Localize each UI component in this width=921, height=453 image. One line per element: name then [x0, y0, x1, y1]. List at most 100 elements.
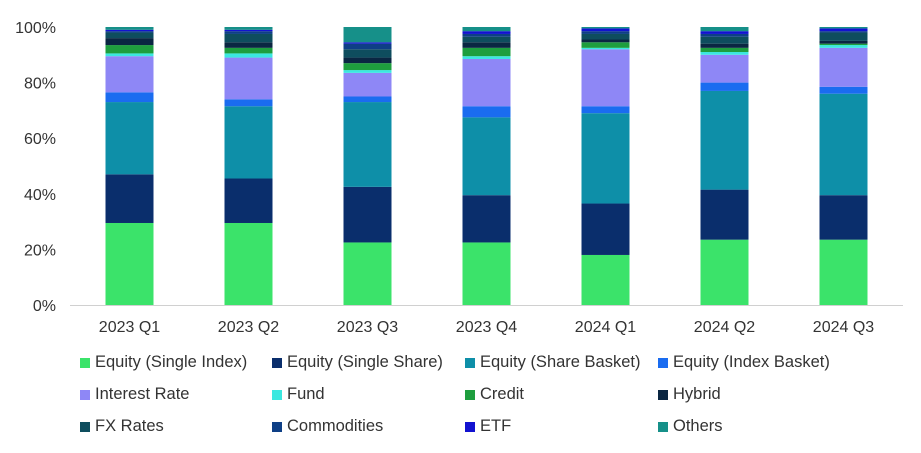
bar-segment — [343, 27, 392, 43]
legend-label: Others — [673, 417, 723, 435]
bar-segment — [819, 239, 868, 305]
bar-segment — [105, 29, 154, 32]
legend-item: Interest Rate — [80, 384, 272, 405]
bar-segment — [581, 106, 630, 114]
bar-segment — [224, 47, 273, 54]
bar-segment — [581, 27, 630, 29]
legend-item: Equity (Single Index) — [80, 352, 272, 373]
x-tick-label: 2023 Q2 — [218, 319, 279, 336]
legend-item: ETF — [465, 416, 658, 437]
bar-stacks — [105, 27, 868, 305]
legend-swatch — [272, 357, 282, 368]
legend-swatch — [272, 389, 282, 400]
legend-item: Equity (Single Share) — [272, 352, 465, 373]
bar-segment — [343, 186, 392, 243]
y-tick-label: 60% — [24, 131, 56, 148]
bar-segment — [105, 53, 154, 57]
legend-item: Equity (Index Basket) — [658, 352, 850, 373]
x-tick-label: 2023 Q4 — [456, 319, 517, 336]
bar-segment — [700, 52, 749, 55]
bar-segment — [105, 92, 154, 103]
y-tick-label: 80% — [24, 76, 56, 93]
x-tick-label: 2024 Q2 — [694, 319, 755, 336]
legend-swatch — [465, 421, 475, 432]
legend-swatch — [658, 421, 668, 432]
bar-segment — [819, 93, 868, 196]
legend-swatch — [80, 421, 90, 432]
legend-item: Others — [658, 416, 850, 437]
bar-segment — [581, 113, 630, 204]
bar-segment — [105, 102, 154, 175]
bar-segment — [224, 53, 273, 58]
bar-segment — [462, 42, 511, 48]
y-tick-label: 40% — [24, 187, 56, 204]
legend-swatch — [658, 389, 668, 400]
bar-segment — [105, 31, 154, 33]
bar-segment — [700, 43, 749, 48]
legend-swatch — [465, 389, 475, 400]
bar-segment — [462, 242, 511, 305]
bar-segment — [700, 31, 749, 34]
bar-segment — [700, 36, 749, 44]
bar-segment — [581, 31, 630, 34]
legend-label: Hybrid — [673, 385, 721, 403]
bar-segment — [224, 33, 273, 43]
legend-label: Equity (Index Basket) — [673, 353, 830, 371]
legend-swatch — [272, 421, 282, 432]
bar-segment — [700, 47, 749, 53]
legend-label: Equity (Single Share) — [287, 353, 443, 371]
bar-segment — [819, 27, 868, 29]
legend-label: Interest Rate — [95, 385, 190, 403]
legend-label: FX Rates — [95, 417, 164, 435]
y-tick-label: 20% — [24, 242, 56, 259]
legend-item: Commodities — [272, 416, 465, 437]
bar-segment — [462, 195, 511, 243]
legend: Equity (Single Index) Equity (Single Shar… — [80, 352, 880, 437]
bar-segment — [462, 31, 511, 34]
y-axis-ticks: 0% 20% 40% 60% 80% 100% — [15, 20, 56, 315]
bar-segment — [819, 32, 868, 41]
bar-segment — [343, 57, 392, 64]
legend-item: Equity (Share Basket) — [465, 352, 658, 373]
bar-segment — [581, 33, 630, 40]
legend-label: Credit — [480, 385, 525, 403]
bar-segment — [700, 90, 749, 190]
legend-swatch — [80, 389, 90, 400]
legend-label: Fund — [287, 385, 325, 403]
legend-swatch — [658, 357, 668, 368]
bar-segment — [105, 38, 154, 46]
bar-segment — [343, 63, 392, 71]
bar-segment — [105, 174, 154, 223]
bar-segment — [343, 70, 392, 73]
bar-segment — [700, 33, 749, 37]
bar-segment — [105, 56, 154, 93]
bar-segment — [819, 45, 868, 48]
legend-swatch — [465, 357, 475, 368]
bar-segment — [105, 45, 154, 54]
bar-segment — [819, 31, 868, 33]
bar-segment — [224, 106, 273, 179]
bar-segment — [462, 33, 511, 37]
bar-segment — [105, 222, 154, 305]
bar-segment — [819, 43, 868, 46]
bar-segment — [581, 28, 630, 32]
bar-segment — [819, 47, 868, 87]
x-tick-label: 2023 Q1 — [99, 319, 160, 336]
bar-segment — [224, 42, 273, 48]
bar-segment — [343, 72, 392, 97]
bar-segment — [819, 195, 868, 240]
bar-segment — [581, 49, 630, 107]
y-tick-label: 0% — [33, 298, 56, 315]
bar-segment — [462, 36, 511, 43]
y-tick-label: 100% — [15, 20, 56, 37]
bar-segment — [462, 56, 511, 59]
bar-segment — [700, 27, 749, 32]
bar-segment — [700, 239, 749, 305]
bar-segment — [462, 47, 511, 57]
bar-segment — [343, 42, 392, 44]
bar-segment — [700, 189, 749, 240]
bar-segment — [581, 39, 630, 43]
bar-segment — [343, 96, 392, 103]
bar-segment — [581, 203, 630, 255]
bar-segment — [462, 117, 511, 196]
